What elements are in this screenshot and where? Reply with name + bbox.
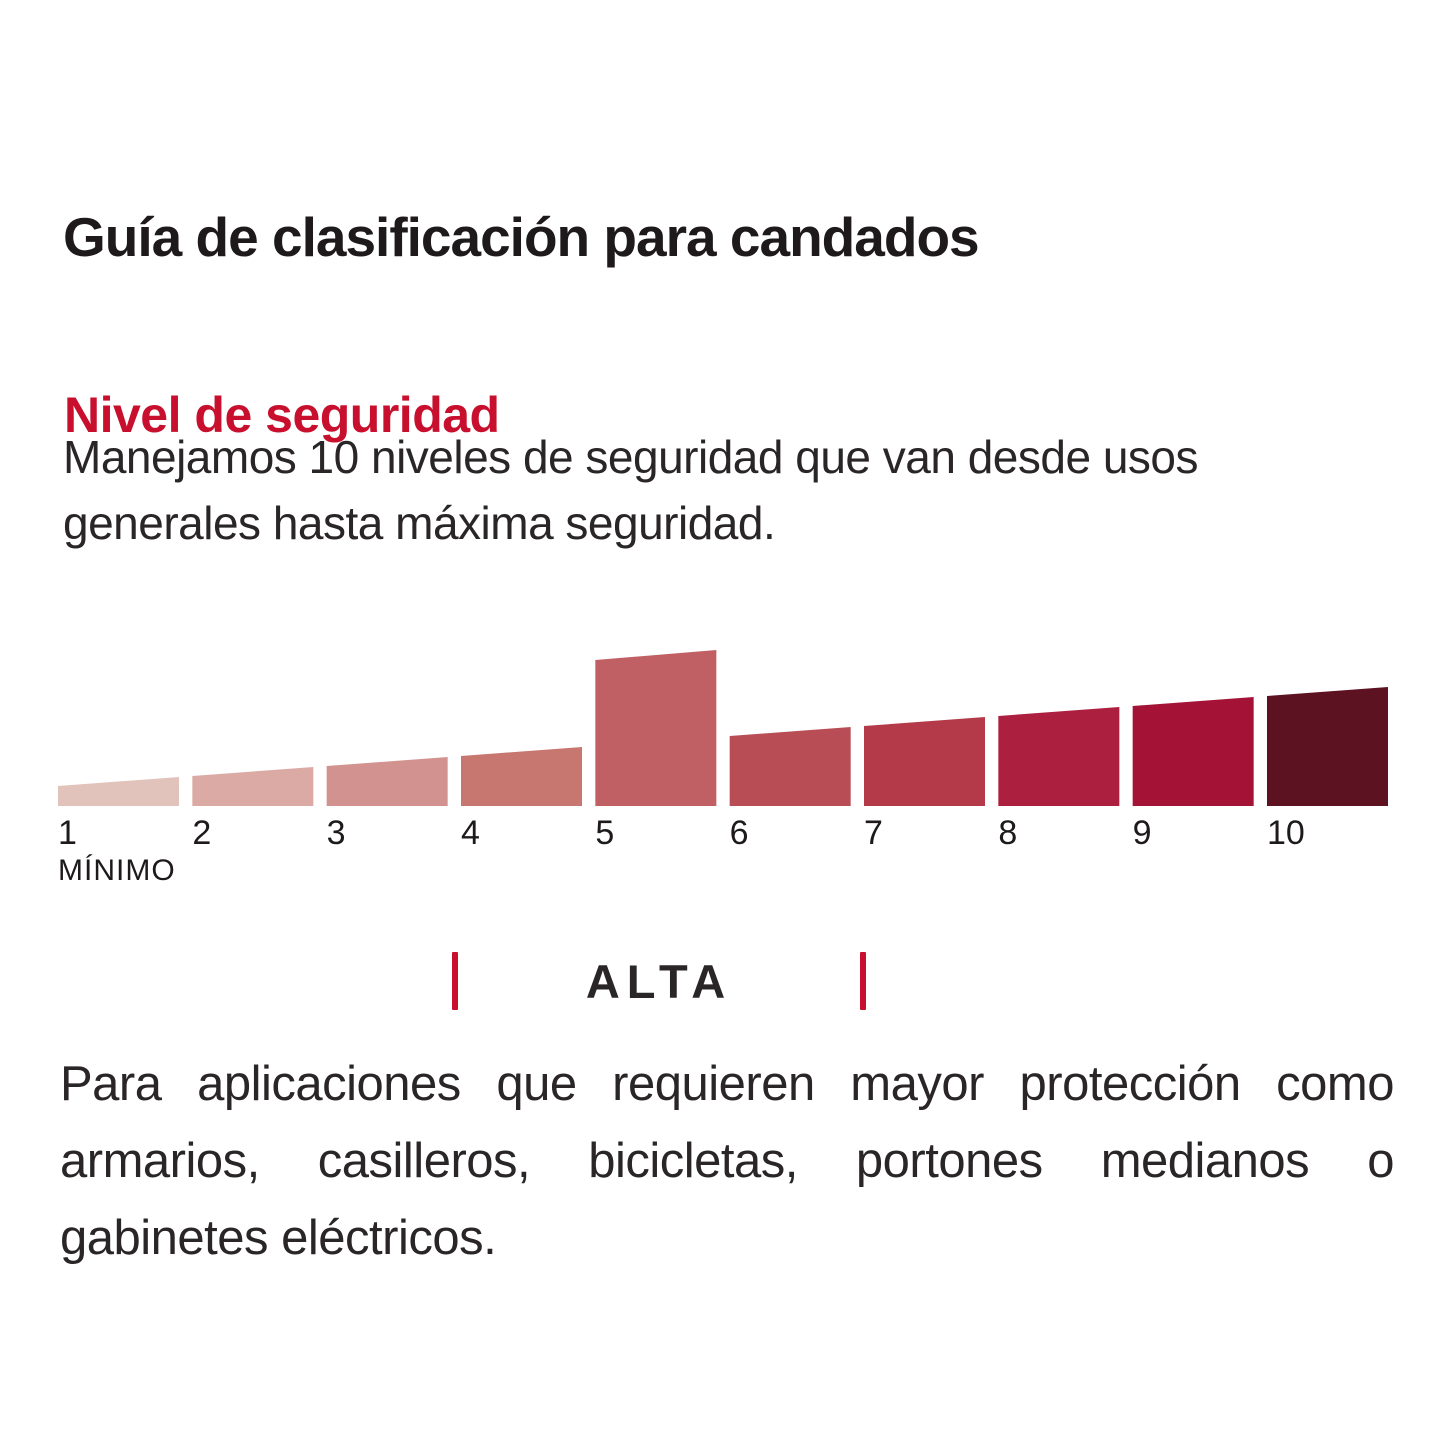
level-bar-2 xyxy=(192,767,314,806)
alta-range-band: ALTA xyxy=(0,946,1445,1026)
level-bar-6 xyxy=(729,727,851,806)
level-bar-10 xyxy=(1267,687,1388,806)
level-axis-labels: MÍNIMO 1 2 3 4 5 6 7 8 9 10 xyxy=(58,814,1418,904)
description-line-1: Para aplicaciones que requieren mayor pr… xyxy=(60,1057,1395,1111)
security-level-heading: Nivel de seguridad xyxy=(64,386,500,443)
intro-text: Manejamos 10 niveles de seguridad que va… xyxy=(63,424,1403,556)
level-axis-label-10: 10 xyxy=(1267,814,1305,852)
level-axis-label-7: 7 xyxy=(864,814,883,852)
level-axis-label-3: 3 xyxy=(326,814,346,852)
range-tick-right xyxy=(860,952,866,1010)
page-title: Guía de clasificación para candados xyxy=(63,205,980,268)
level-axis-label-1: 1 xyxy=(58,814,77,852)
description-line-3: gabinetes eléctricos. xyxy=(60,1211,497,1265)
range-tick-left xyxy=(452,952,458,1010)
level-axis-label-2: 2 xyxy=(192,814,212,852)
minimum-axis-label: MÍNIMO xyxy=(58,854,176,887)
level-bar-8 xyxy=(998,707,1120,806)
security-level-chart xyxy=(58,648,1388,808)
level-axis-label-4: 4 xyxy=(461,814,480,852)
intro-line-1: Manejamos 10 niveles de seguridad que va… xyxy=(63,431,1198,483)
alta-range-label: ALTA xyxy=(585,955,733,1008)
level-bar-5-highlighted xyxy=(595,650,717,806)
level-bar-7 xyxy=(864,717,985,806)
level-axis-label-6: 6 xyxy=(729,814,749,852)
level-axis-label-5: 5 xyxy=(595,814,615,852)
level-bar-1 xyxy=(58,777,179,806)
level-bars-svg xyxy=(58,650,1388,806)
level-axis-label-9: 9 xyxy=(1132,814,1152,852)
level-bar-3 xyxy=(326,757,448,806)
description-text: Para aplicaciones que requieren mayor pr… xyxy=(60,1046,1395,1277)
intro-line-2: generales hasta máxima seguridad. xyxy=(63,497,776,549)
level-bar-4 xyxy=(461,747,582,806)
level-axis-label-8: 8 xyxy=(998,814,1018,852)
description-line-2: armarios, casilleros, bicicletas, porton… xyxy=(60,1134,1395,1188)
level-bar-9 xyxy=(1132,697,1254,806)
